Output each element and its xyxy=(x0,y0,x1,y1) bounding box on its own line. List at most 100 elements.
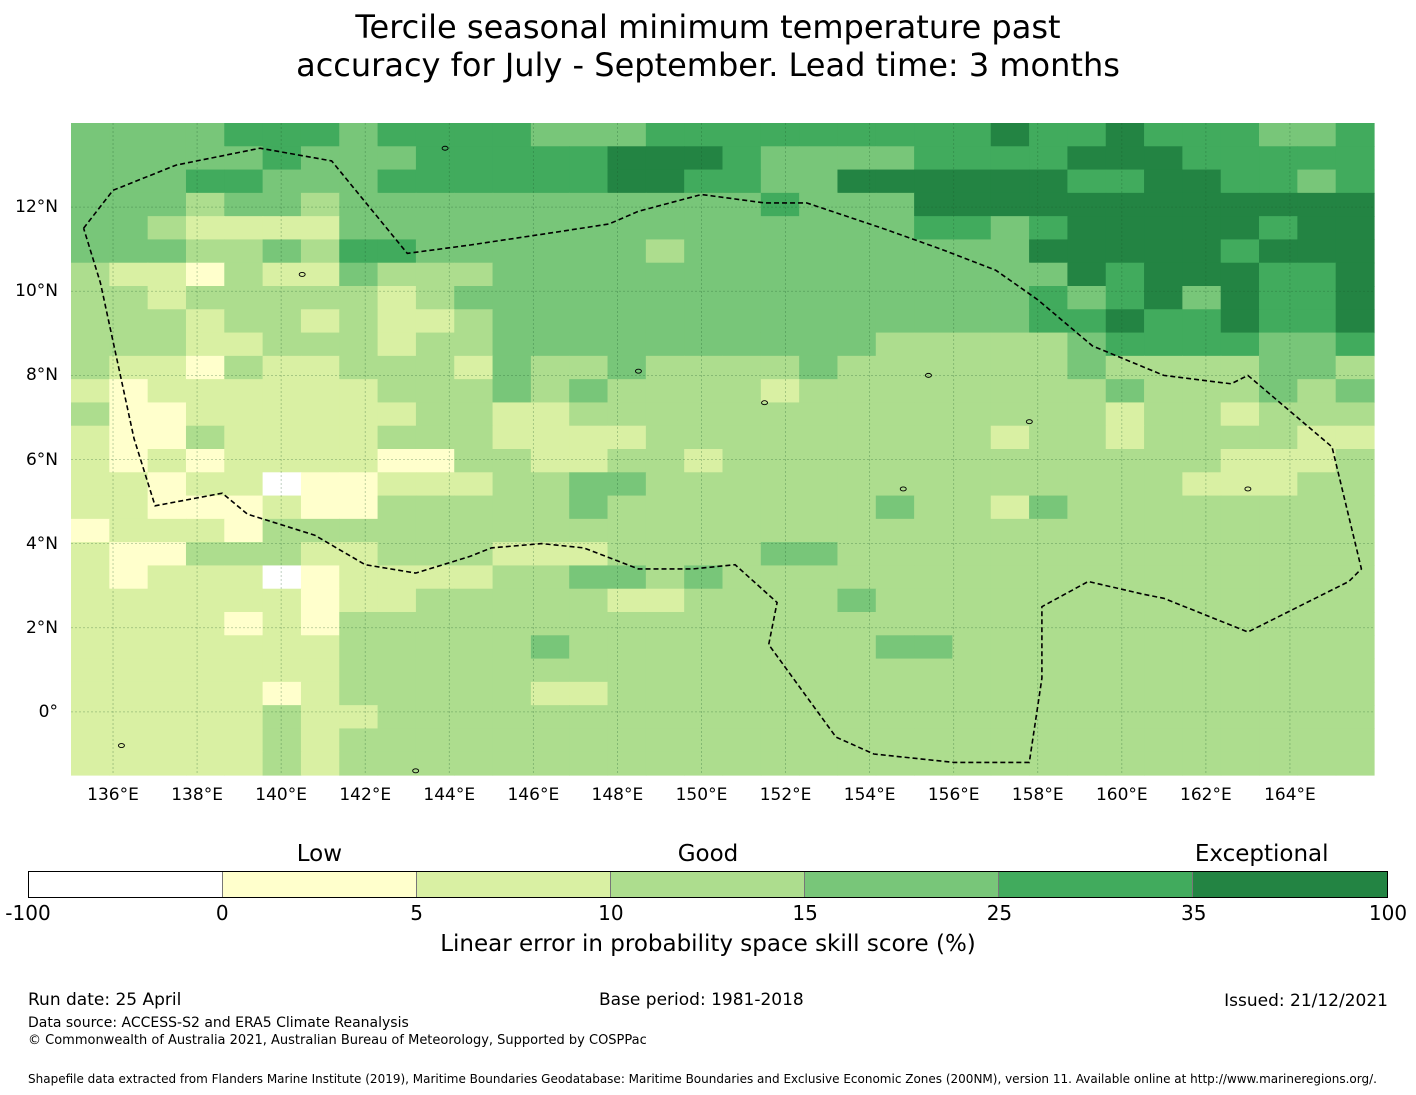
skill-cell xyxy=(1067,565,1107,590)
data-source: Data source: ACCESS-S2 and ERA5 Climate … xyxy=(28,1015,409,1031)
skill-cell xyxy=(492,612,532,636)
skill-cell xyxy=(607,588,647,613)
skill-cell xyxy=(71,286,110,310)
skill-cell xyxy=(339,751,379,776)
skill-cell xyxy=(1029,449,1069,473)
skill-cell xyxy=(71,518,110,543)
skill-cell xyxy=(799,402,839,427)
skill-cell xyxy=(837,332,877,357)
skill-cell xyxy=(377,123,417,147)
colorbar-category-label: Exceptional xyxy=(1194,841,1329,867)
skill-cell xyxy=(952,123,992,147)
skill-cell xyxy=(224,192,264,217)
skill-cell xyxy=(530,705,570,730)
skill-cell xyxy=(1067,192,1107,217)
skill-cell xyxy=(1297,402,1337,427)
skill-cell xyxy=(71,309,110,334)
skill-cell xyxy=(1297,751,1337,776)
skill-cell xyxy=(760,425,800,450)
chart-title-line-1: Tercile seasonal minimum temperature pas… xyxy=(355,8,1061,46)
skill-cell xyxy=(185,751,225,776)
skill-cell xyxy=(492,705,532,730)
skill-cell xyxy=(530,309,570,334)
skill-cell xyxy=(914,286,954,310)
skill-cell xyxy=(377,216,417,241)
skill-cell xyxy=(607,286,647,310)
skill-cell xyxy=(262,379,302,404)
skill-cell xyxy=(109,705,149,730)
x-tick-label: 150°E xyxy=(675,785,728,805)
skill-cell xyxy=(1259,286,1298,310)
skill-cell xyxy=(760,192,800,217)
skill-cell xyxy=(1182,495,1222,520)
skill-cell xyxy=(185,495,225,520)
skill-cell xyxy=(990,472,1030,497)
skill-cell xyxy=(990,123,1030,147)
skill-cell xyxy=(1067,518,1107,543)
skill-cell xyxy=(454,286,494,310)
skill-cell xyxy=(799,728,839,753)
skill-cell xyxy=(300,612,340,636)
skill-cell xyxy=(454,612,494,636)
skill-cell xyxy=(799,262,839,287)
skill-cell xyxy=(837,216,877,241)
skill-cell xyxy=(415,751,455,776)
skill-cell xyxy=(837,402,877,427)
x-tick-label: 138°E xyxy=(171,785,223,805)
skill-cell xyxy=(1297,262,1337,287)
y-tick-label: 4°N xyxy=(25,533,58,554)
skill-cell xyxy=(684,681,724,706)
skill-cell xyxy=(914,705,954,730)
skill-cell xyxy=(1029,542,1069,567)
skill-cell xyxy=(760,239,800,264)
skill-cell xyxy=(185,239,225,264)
skill-cell xyxy=(109,681,149,706)
skill-cell xyxy=(875,565,915,590)
skill-cell xyxy=(377,332,417,357)
skill-cell xyxy=(1335,658,1375,683)
skill-cell xyxy=(990,705,1030,730)
skill-cell xyxy=(1259,192,1298,217)
skill-cell xyxy=(684,262,724,287)
skill-cell xyxy=(1182,309,1222,334)
skill-cell xyxy=(1067,379,1107,404)
skill-cell xyxy=(224,635,264,660)
skill-cell xyxy=(300,216,340,241)
skill-cell xyxy=(1182,355,1222,380)
skill-cell xyxy=(71,681,110,706)
skill-cell xyxy=(300,518,340,543)
skill-cell xyxy=(1335,332,1375,357)
skill-cell xyxy=(1029,658,1069,683)
skill-cell xyxy=(760,728,800,753)
skill-cell xyxy=(454,518,494,543)
skill-cell xyxy=(300,332,340,357)
skill-cell xyxy=(1029,355,1069,380)
colorbar-label: Linear error in probability space skill … xyxy=(440,931,976,957)
skill-cell xyxy=(799,239,839,264)
skill-cell xyxy=(262,728,302,753)
skill-cell xyxy=(377,425,417,450)
graticule xyxy=(71,123,1374,775)
skill-cell xyxy=(262,355,302,380)
skill-cell xyxy=(1144,379,1183,404)
skill-cell xyxy=(990,728,1030,753)
skill-cell xyxy=(722,588,762,613)
skill-cell xyxy=(799,309,839,334)
skill-cell xyxy=(645,495,685,520)
skill-cell xyxy=(1144,355,1183,380)
skill-cell xyxy=(415,658,455,683)
skill-cell xyxy=(1029,332,1069,357)
skill-cell xyxy=(1335,495,1375,520)
skill-cell xyxy=(875,495,915,520)
skill-cell xyxy=(1105,332,1145,357)
skill-cell xyxy=(722,332,762,357)
skill-cell xyxy=(837,705,877,730)
skill-cell xyxy=(492,216,532,241)
skill-cell xyxy=(224,751,264,776)
skill-cell xyxy=(1335,472,1375,497)
skill-cell xyxy=(1259,681,1298,706)
skill-cell xyxy=(1259,728,1298,753)
skill-cell xyxy=(1144,635,1183,660)
skill-cell xyxy=(722,751,762,776)
skill-cell xyxy=(760,635,800,660)
